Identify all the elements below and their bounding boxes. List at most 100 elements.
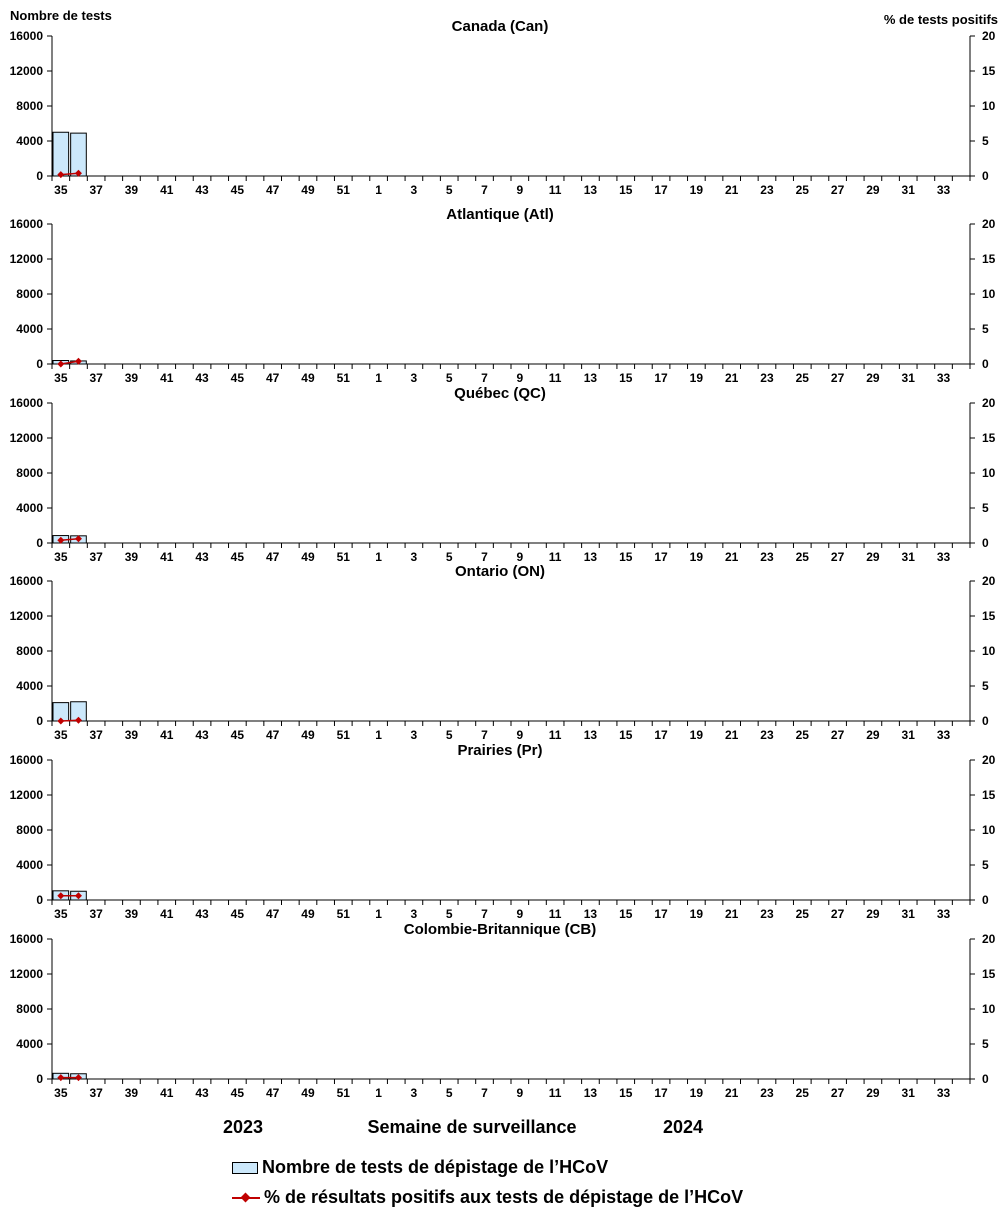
x-tick-label: 25	[796, 728, 810, 742]
x-tick-label: 29	[866, 371, 880, 385]
x-tick-label: 17	[654, 728, 668, 742]
x-tick-label: 21	[725, 1086, 739, 1100]
x-tick-label: 19	[690, 371, 704, 385]
panel-title: Canada (Can)	[452, 18, 549, 35]
legend-label-tests: Nombre de tests de dépistage de l’HCoV	[262, 1157, 609, 1177]
x-tick-label: 31	[902, 907, 916, 921]
x-tick-label: 21	[725, 550, 739, 564]
x-tick-label: 41	[160, 728, 174, 742]
percent-positive-marker	[74, 169, 82, 177]
x-tick-label: 1	[375, 1086, 382, 1100]
y-tick-label: 8000	[16, 99, 43, 113]
y-tick-label: 4000	[16, 322, 43, 336]
y-tick-label: 0	[36, 169, 43, 183]
y-tick-label: 8000	[16, 823, 43, 837]
x-tick-label: 43	[195, 371, 209, 385]
y2-tick-label: 15	[982, 609, 996, 623]
x-tick-label: 23	[760, 907, 774, 921]
x-tick-label: 45	[231, 550, 245, 564]
y-tick-label: 12000	[10, 609, 44, 623]
x-tick-label: 9	[516, 550, 523, 564]
y-tick-label: 12000	[10, 788, 44, 802]
x-tick-label: 33	[937, 1086, 951, 1100]
x-tick-label: 19	[690, 907, 704, 921]
x-tick-label: 11	[549, 907, 562, 921]
y2-tick-label: 5	[982, 501, 989, 515]
panel-title: Prairies (Pr)	[457, 742, 542, 759]
x-tick-label: 23	[760, 550, 774, 564]
percent-positive-marker	[57, 892, 65, 900]
y-tick-label: 12000	[10, 252, 44, 266]
y2-tick-label: 0	[982, 536, 989, 550]
x-tick-label: 1	[375, 371, 382, 385]
x-tick-label: 25	[796, 907, 810, 921]
x-tick-label: 17	[654, 371, 668, 385]
x-tick-label: 33	[937, 183, 951, 197]
panel-5: Colombie-Britannique (CB) 0 4000 8000 12000 1…	[10, 921, 996, 1100]
x-tick-label: 13	[584, 183, 598, 197]
x-tick-label: 33	[937, 371, 951, 385]
x-tick-label: 9	[516, 183, 523, 197]
x-tick-label: 47	[266, 183, 280, 197]
x-tick-label: 7	[481, 728, 488, 742]
y-tick-label: 0	[36, 357, 43, 371]
percent-positive-marker	[57, 717, 65, 725]
x-tick-label: 9	[516, 907, 523, 921]
percent-positive-marker	[74, 535, 82, 543]
percent-positive-marker	[57, 536, 65, 544]
x-tick-label: 21	[725, 183, 739, 197]
x-tick-label: 37	[89, 550, 103, 564]
x-tick-label: 41	[160, 371, 174, 385]
panel-title: Ontario (ON)	[455, 563, 545, 580]
y-tick-label: 16000	[10, 753, 44, 767]
bar-tests	[70, 132, 87, 177]
x-tick-label: 5	[446, 907, 453, 921]
x-tick-label: 29	[866, 1086, 880, 1100]
y2-tick-label: 5	[982, 1037, 989, 1051]
percent-positive-marker	[57, 1074, 65, 1082]
x-axis-title: Semaine de surveillance	[367, 1117, 576, 1137]
x-tick-label: 23	[760, 1086, 774, 1100]
x-tick-label: 47	[266, 1086, 280, 1100]
x-tick-label: 33	[937, 728, 951, 742]
x-tick-label: 1	[375, 550, 382, 564]
x-tick-label: 43	[195, 728, 209, 742]
x-tick-label: 3	[411, 183, 418, 197]
y-tick-label: 8000	[16, 287, 43, 301]
x-tick-label: 27	[831, 907, 845, 921]
x-tick-label: 13	[584, 371, 598, 385]
x-tick-label: 9	[516, 371, 523, 385]
y-tick-label: 16000	[10, 396, 44, 410]
x-tick-label: 29	[866, 183, 880, 197]
x-tick-label: 25	[796, 550, 810, 564]
panel-1: Atlantique (Atl) 0 4000 8000 12000 16000 0 5 10 1…	[10, 206, 996, 385]
y2-tick-label: 15	[982, 64, 996, 78]
x-tick-label: 29	[866, 907, 880, 921]
x-tick-label: 37	[89, 1086, 103, 1100]
left-axis-title: Nombre de tests	[10, 8, 112, 23]
x-tick-label: 5	[446, 183, 453, 197]
y-tick-label: 12000	[10, 967, 44, 981]
percent-positive-marker	[74, 892, 82, 900]
y2-tick-label: 5	[982, 858, 989, 872]
x-tick-label: 27	[831, 183, 845, 197]
x-tick-label: 11	[549, 183, 562, 197]
x-tick-label: 23	[760, 371, 774, 385]
y2-tick-label: 0	[982, 1072, 989, 1086]
x-tick-label: 19	[690, 728, 704, 742]
x-tick-label: 9	[516, 728, 523, 742]
y-tick-label: 8000	[16, 1002, 43, 1016]
x-tick-label: 19	[690, 1086, 704, 1100]
y2-tick-label: 15	[982, 431, 996, 445]
x-tick-label: 51	[337, 907, 351, 921]
legend-item-percent: % de résultats positifs aux tests de dép…	[232, 1187, 743, 1208]
x-tick-label: 31	[902, 371, 916, 385]
panel-title: Québec (QC)	[454, 385, 546, 402]
x-tick-label: 3	[411, 728, 418, 742]
x-tick-label: 41	[160, 550, 174, 564]
x-tick-label: 41	[160, 183, 174, 197]
y-tick-label: 0	[36, 714, 43, 728]
x-tick-label: 11	[549, 728, 562, 742]
y-tick-label: 12000	[10, 431, 44, 445]
